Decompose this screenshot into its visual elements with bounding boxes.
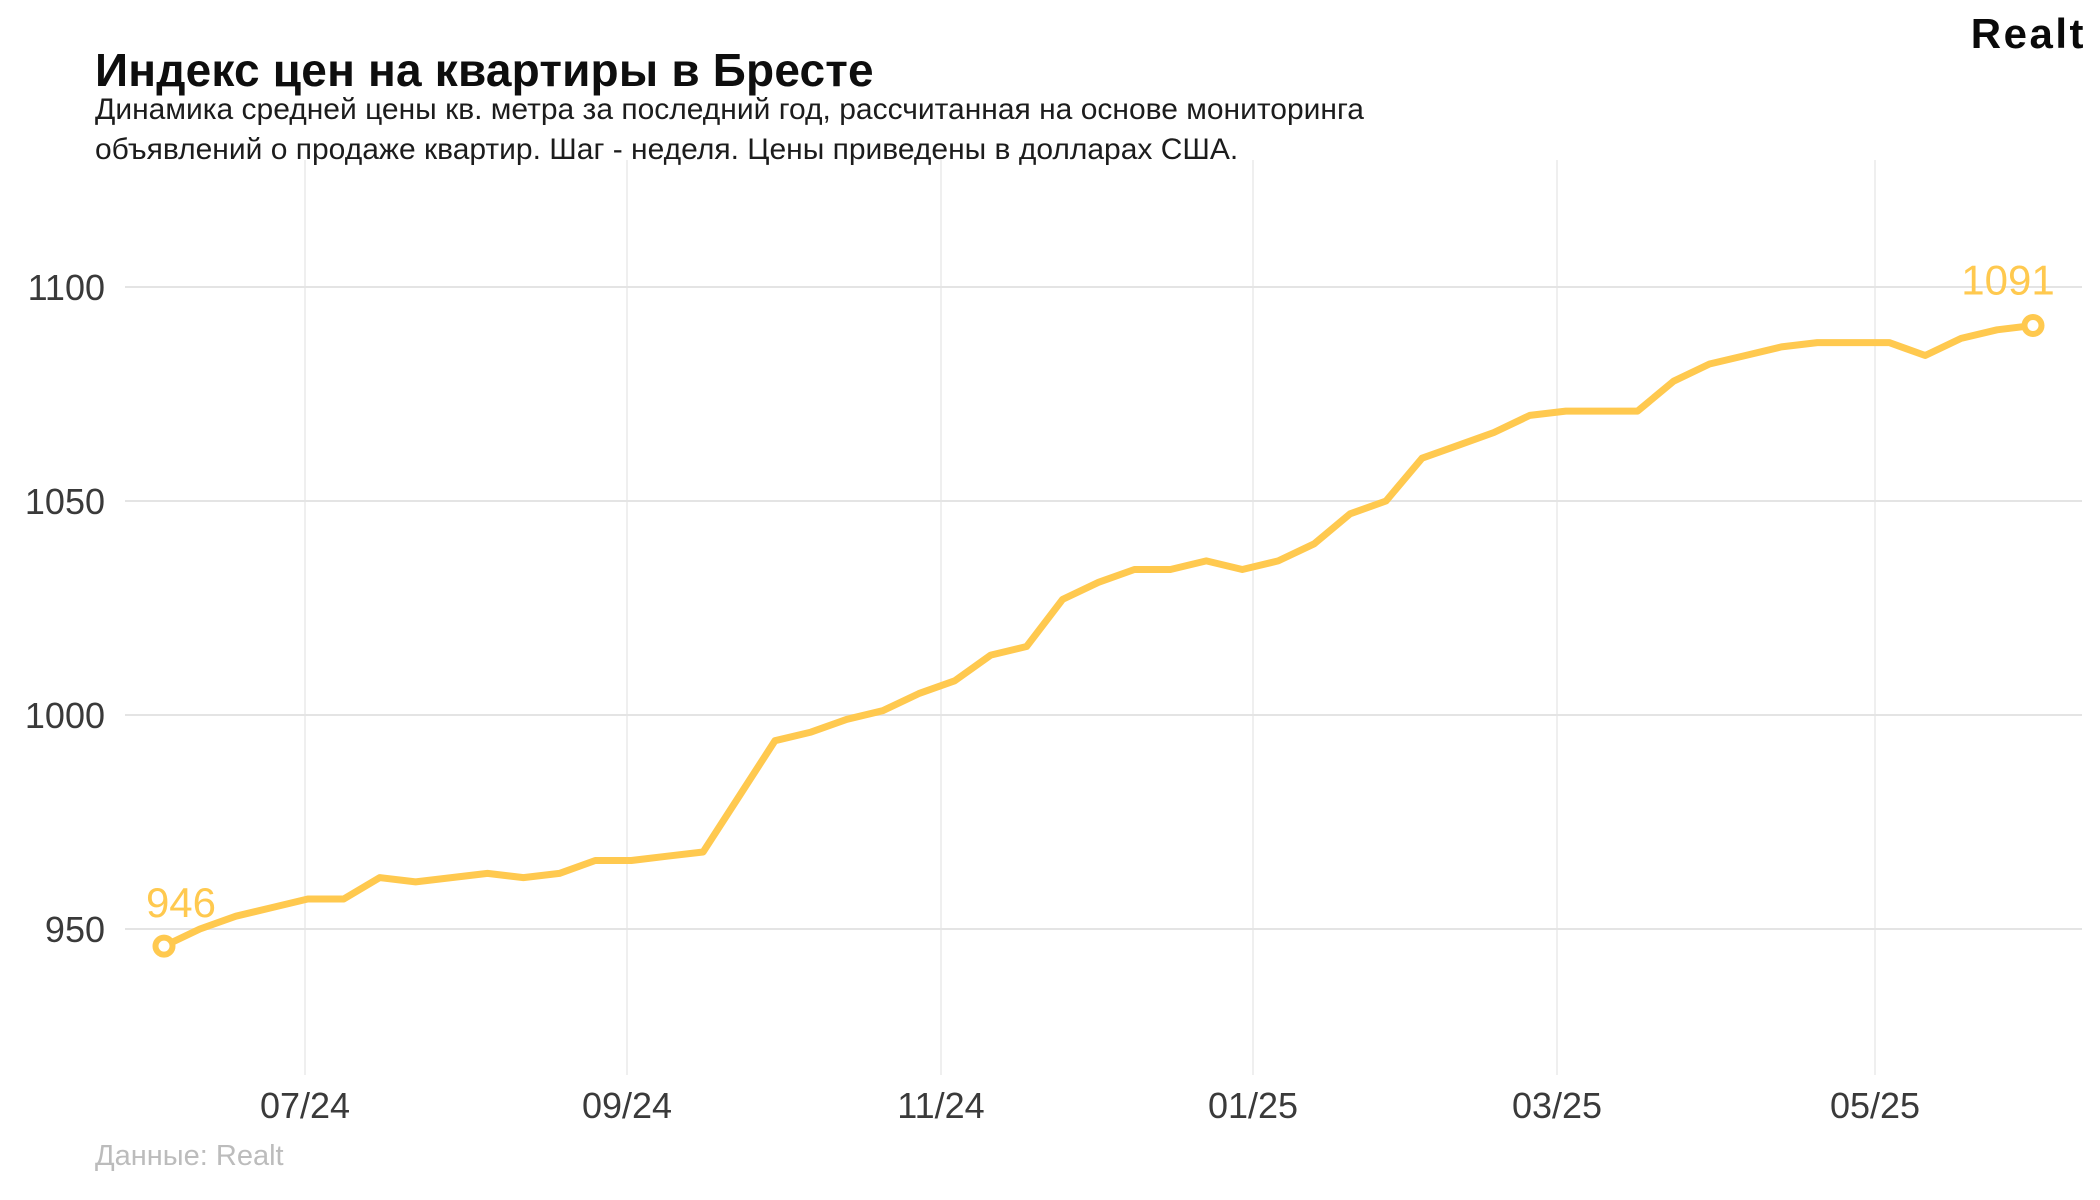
chart-subtitle: Динамика средней цены кв. метра за после… (95, 93, 1364, 166)
data-source-caption: Данные: Realt (95, 1140, 284, 1172)
start-point-marker (152, 934, 176, 958)
y-tick-label: 950 (45, 909, 105, 950)
x-tick-label: 01/25 (1208, 1085, 1298, 1126)
y-tick-label: 1100 (28, 267, 105, 308)
start-value-label: 946 (146, 879, 216, 926)
realt-logo: Realt (1970, 10, 2086, 57)
end-value-label: 1091 (1961, 257, 2054, 304)
x-tick-label: 05/25 (1830, 1085, 1920, 1126)
x-tick-label: 03/25 (1512, 1085, 1602, 1126)
y-tick-label: 1000 (25, 695, 105, 736)
end-point-marker (2021, 314, 2045, 338)
x-tick-label: 11/24 (897, 1085, 984, 1126)
y-tick-label: 1050 (25, 481, 105, 522)
x-tick-label: 07/24 (260, 1085, 350, 1126)
page-title: Индекс цен на квартиры в Бресте (95, 43, 874, 96)
price-line (160, 322, 2037, 950)
x-tick-label: 09/24 (582, 1085, 672, 1126)
